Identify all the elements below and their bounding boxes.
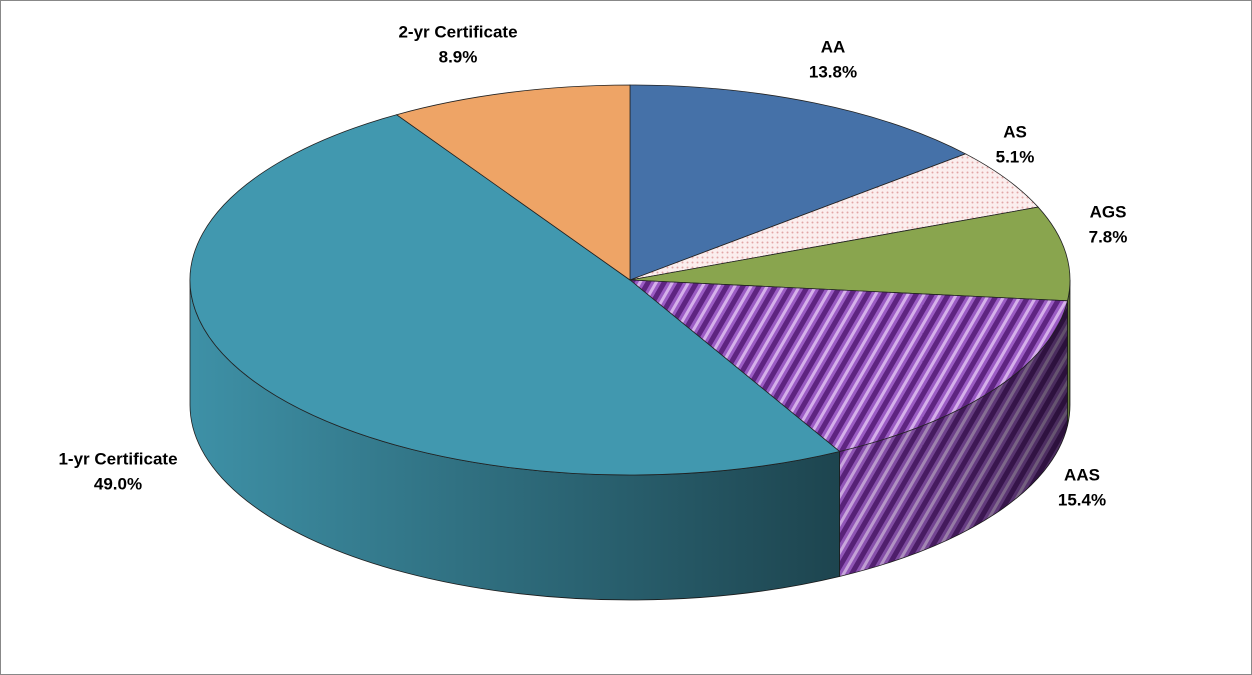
slice-side-shade: [839, 300, 1068, 577]
slice-side-shade: [1067, 280, 1070, 426]
slice-label: 2-yr Certificate: [398, 22, 517, 41]
slice-value-label: 8.9%: [439, 47, 478, 66]
slice-value-label: 7.8%: [1089, 227, 1128, 246]
slice-label: AS: [1003, 122, 1027, 141]
slice-side-shade: [190, 280, 840, 600]
slice-value-label: 13.8%: [809, 62, 857, 81]
slice: [629, 153, 1039, 281]
slice-value-label: 15.4%: [1058, 490, 1106, 509]
slice: [189, 114, 841, 476]
slice: [629, 84, 967, 281]
slice: [629, 206, 1071, 302]
slice-value-label: 5.1%: [996, 147, 1035, 166]
slice-label: AAS: [1064, 465, 1100, 484]
slice-label: 1-yr Certificate: [58, 449, 177, 468]
slice: [628, 279, 1068, 452]
slice-label: AGS: [1090, 202, 1127, 221]
slice-label: AA: [821, 37, 846, 56]
slice: [395, 84, 631, 281]
slice-value-label: 49.0%: [94, 474, 142, 493]
